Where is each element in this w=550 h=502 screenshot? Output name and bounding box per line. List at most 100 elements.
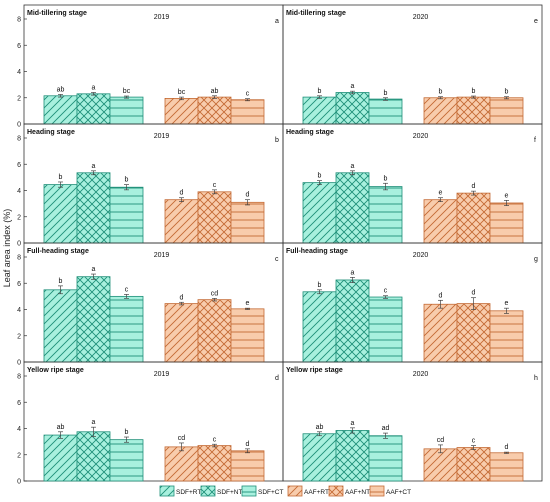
significance-letter: d <box>472 183 476 190</box>
y-tick-label: 8 <box>17 17 21 24</box>
y-tick-label: 0 <box>17 360 21 367</box>
significance-letter: b <box>384 175 388 182</box>
bar-aaf-nt <box>456 303 491 363</box>
y-tick-label: 6 <box>17 43 21 50</box>
significance-letter: ab <box>57 424 65 431</box>
panel-year-label: 2019 <box>154 371 170 378</box>
bar-sdf-rt <box>43 95 78 125</box>
legend-swatch <box>287 485 303 497</box>
y-tick-label: 8 <box>17 136 21 143</box>
bar-sdf-rt <box>43 184 78 244</box>
significance-letter: bc <box>178 89 186 96</box>
significance-letter: d <box>246 441 250 448</box>
bar-sdf-ct <box>368 296 403 363</box>
bar-sdf-ct <box>368 98 403 125</box>
significance-letter: a <box>92 85 96 92</box>
significance-letter: a <box>92 163 96 170</box>
panel-year-label: 2020 <box>413 133 429 140</box>
significance-letter: cd <box>211 290 219 297</box>
bar-aaf-rt <box>423 303 458 363</box>
panel-letter: d <box>275 375 279 382</box>
panel-letter: f <box>534 137 536 144</box>
significance-letter: a <box>351 83 355 90</box>
bar-sdf-rt <box>302 96 337 125</box>
bar-sdf-nt <box>76 431 111 482</box>
significance-letter: a <box>351 420 355 427</box>
y-tick-label: 6 <box>17 400 21 407</box>
significance-letter: e <box>439 190 443 197</box>
significance-letter: a <box>92 419 96 426</box>
bar-sdf-nt <box>76 172 111 244</box>
panel-year-label: 2020 <box>413 14 429 21</box>
bar-sdf-nt <box>335 430 370 482</box>
bar-aaf-rt <box>164 199 199 244</box>
bar-aaf-rt <box>423 97 458 125</box>
panel-year-label: 2019 <box>154 14 170 21</box>
significance-letter: b <box>125 177 129 184</box>
bar-aaf-ct <box>489 97 524 125</box>
y-tick-label: 2 <box>17 214 21 221</box>
panel-stage-title: Heading stage <box>286 129 334 136</box>
bar-sdf-ct <box>109 439 144 482</box>
significance-letter: ab <box>57 86 65 93</box>
legend-label: SDF+CT <box>258 489 283 496</box>
significance-letter: ab <box>211 88 219 95</box>
significance-letter: b <box>59 278 63 285</box>
y-tick-label: 2 <box>17 95 21 102</box>
legend-label: SDF+NT <box>217 489 242 496</box>
significance-letter: d <box>472 290 476 297</box>
bar-sdf-rt <box>302 182 337 244</box>
panel-stage-title: Full-heading stage <box>27 248 89 255</box>
panel-stage-title: Heading stage <box>27 129 75 136</box>
significance-letter: a <box>92 266 96 273</box>
bar-aaf-ct <box>230 99 265 125</box>
panel-letter: h <box>534 375 538 382</box>
legend-label: AAF+CT <box>386 489 411 496</box>
significance-letter: e <box>505 192 509 199</box>
bar-aaf-nt <box>456 96 491 125</box>
significance-letter: c <box>246 91 250 98</box>
legend-label: AAF+NT <box>345 489 370 496</box>
bar-aaf-rt <box>164 303 199 363</box>
y-tick-label: 2 <box>17 452 21 459</box>
legend-label: SDF+RT <box>176 489 201 496</box>
significance-letter: d <box>439 292 443 299</box>
bar-aaf-ct <box>230 308 265 363</box>
bar-aaf-nt <box>197 96 232 125</box>
significance-letter: b <box>384 90 388 97</box>
bar-aaf-nt <box>456 447 491 482</box>
significance-letter: b <box>439 89 443 96</box>
chart-panel-g: Full-heading stage 2020 g b a c d d e <box>282 242 543 363</box>
bar-aaf-nt <box>197 299 232 363</box>
significance-letter: cd <box>437 437 445 444</box>
significance-letter: ab <box>316 424 324 431</box>
legend-swatch <box>200 485 216 497</box>
bar-sdf-ct <box>109 96 144 125</box>
bar-aaf-nt <box>456 192 491 244</box>
bar-aaf-ct <box>489 452 524 482</box>
panel-year-label: 2020 <box>413 252 429 259</box>
significance-letter: ad <box>382 425 390 432</box>
y-tick-label: 4 <box>17 69 21 76</box>
significance-letter: d <box>180 190 184 197</box>
y-tick-label: 8 <box>17 255 21 262</box>
y-tick-label: 0 <box>17 479 21 486</box>
panel-letter: g <box>534 256 538 263</box>
chart-panel-f: Heading stage 2020 f b a b e d e <box>282 123 543 244</box>
bar-sdf-ct <box>368 435 403 482</box>
y-tick-label: 6 <box>17 281 21 288</box>
panel-letter: b <box>275 137 279 144</box>
legend-swatch <box>159 485 175 497</box>
y-tick-label: 4 <box>17 188 21 195</box>
panel-letter: c <box>275 256 279 263</box>
bar-sdf-nt <box>76 276 111 363</box>
significance-letter: c <box>213 436 217 443</box>
significance-letter: cd <box>178 435 186 442</box>
panel-stage-title: Mid-tillering stage <box>27 10 87 17</box>
bar-sdf-ct <box>109 186 144 244</box>
bar-sdf-ct <box>368 186 403 244</box>
bar-sdf-ct <box>109 295 144 363</box>
